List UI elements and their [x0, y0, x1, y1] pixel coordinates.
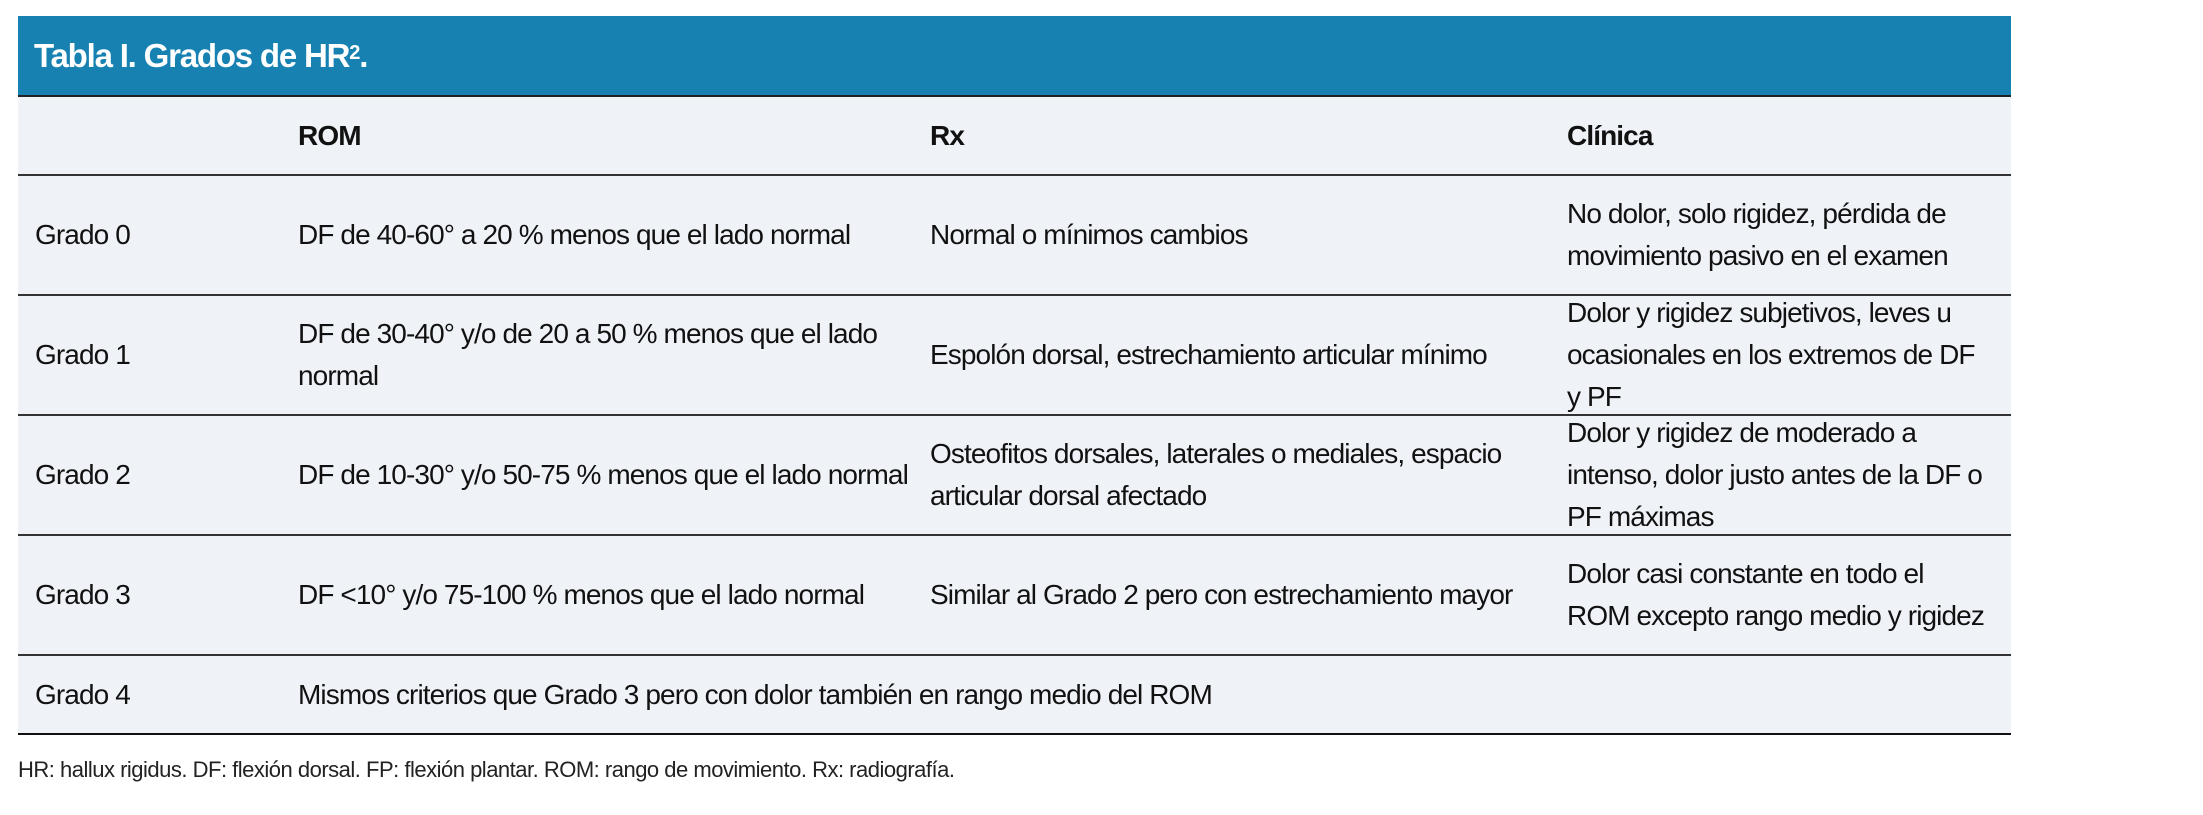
table-footnote: HR: hallux rigidus. DF: flexión dorsal. …	[18, 757, 955, 782]
table-row: Grado 0 DF de 40-60° a 20 % menos que el…	[18, 176, 2011, 296]
grade-cell: Grado 4	[35, 678, 131, 710]
column-header-rom: ROM	[298, 119, 362, 151]
rom-cell: DF <10° y/o 75-100 % menos que el lado n…	[298, 579, 865, 610]
table-row: Grado 4 Mismos criterios que Grado 3 per…	[18, 656, 2011, 735]
clinica-cell: No dolor, solo rigidez, pérdida de movim…	[1567, 198, 1949, 271]
rx-cell: Espolón dorsal, estrechamiento articular…	[930, 339, 1488, 370]
grade-cell: Grado 0	[35, 219, 131, 250]
rom-cell: DF de 40-60° a 20 % menos que el lado no…	[298, 219, 851, 250]
table-row: Grado 2 DF de 10-30° y/o 50-75 % menos q…	[18, 416, 2011, 536]
merged-cell: Mismos criterios que Grado 3 pero con do…	[298, 678, 1213, 710]
table-row: Grado 1 DF de 30-40° y/o de 20 a 50 % me…	[18, 296, 2011, 416]
clinica-cell: Dolor y rigidez de moderado a intenso, d…	[1567, 417, 1983, 532]
column-header-row: ROM Rx Clínica	[18, 97, 2011, 176]
column-header-rx: Rx	[930, 119, 965, 151]
column-header-clinica: Clínica	[1567, 119, 1653, 151]
rom-cell: DF de 10-30° y/o 50-75 % menos que el la…	[298, 459, 909, 490]
rx-cell: Normal o mínimos cambios	[930, 219, 1249, 250]
clinica-cell: Dolor casi constante en todo el ROM exce…	[1567, 558, 1985, 631]
clinica-cell: Dolor y rigidez subjetivos, leves u ocas…	[1567, 297, 1976, 412]
grade-cell: Grado 1	[35, 339, 131, 370]
rx-cell: Osteofitos dorsales, laterales o mediale…	[930, 438, 1502, 511]
table-row: Grado 3 DF <10° y/o 75-100 % menos que e…	[18, 536, 2011, 656]
grades-table: Tabla I. Grados de HR 2. ROM Rx Clínica G…	[18, 16, 2011, 735]
rom-cell: DF de 30-40° y/o de 20 a 50 % menos que …	[298, 318, 878, 391]
grade-cell: Grado 3	[35, 579, 131, 610]
table-title: Tabla I. Grados de HR 2.	[18, 16, 2011, 97]
rx-cell: Similar al Grado 2 pero con estrechamien…	[930, 579, 1513, 610]
grade-cell: Grado 2	[35, 459, 131, 490]
